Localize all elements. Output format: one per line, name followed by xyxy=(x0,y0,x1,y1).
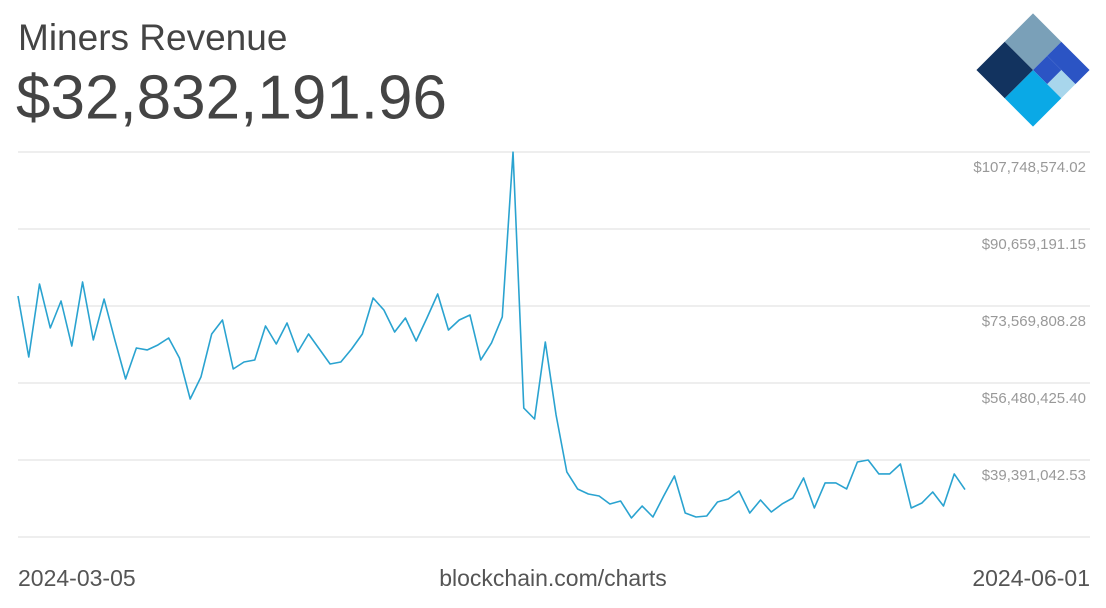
y-tick-label: $39,391,042.53 xyxy=(982,467,1086,484)
logo-part xyxy=(1047,41,1090,85)
logo xyxy=(976,13,1090,127)
headline-value: $32,832,191.96 xyxy=(16,63,447,132)
y-tick-label: $56,480,425.40 xyxy=(982,390,1086,407)
x-tick-label: 2024-06-01 xyxy=(972,565,1090,591)
chart-title: Miners Revenue xyxy=(18,17,287,58)
data-line xyxy=(17,151,966,519)
y-tick-label: $107,748,574.02 xyxy=(973,159,1086,176)
y-tick-label: $73,569,808.28 xyxy=(982,313,1086,330)
source-label: blockchain.com/charts xyxy=(439,565,667,591)
x-tick-label: 2024-03-05 xyxy=(18,565,136,591)
y-tick-label: $90,659,191.15 xyxy=(982,236,1086,253)
logo-part xyxy=(976,41,1033,99)
